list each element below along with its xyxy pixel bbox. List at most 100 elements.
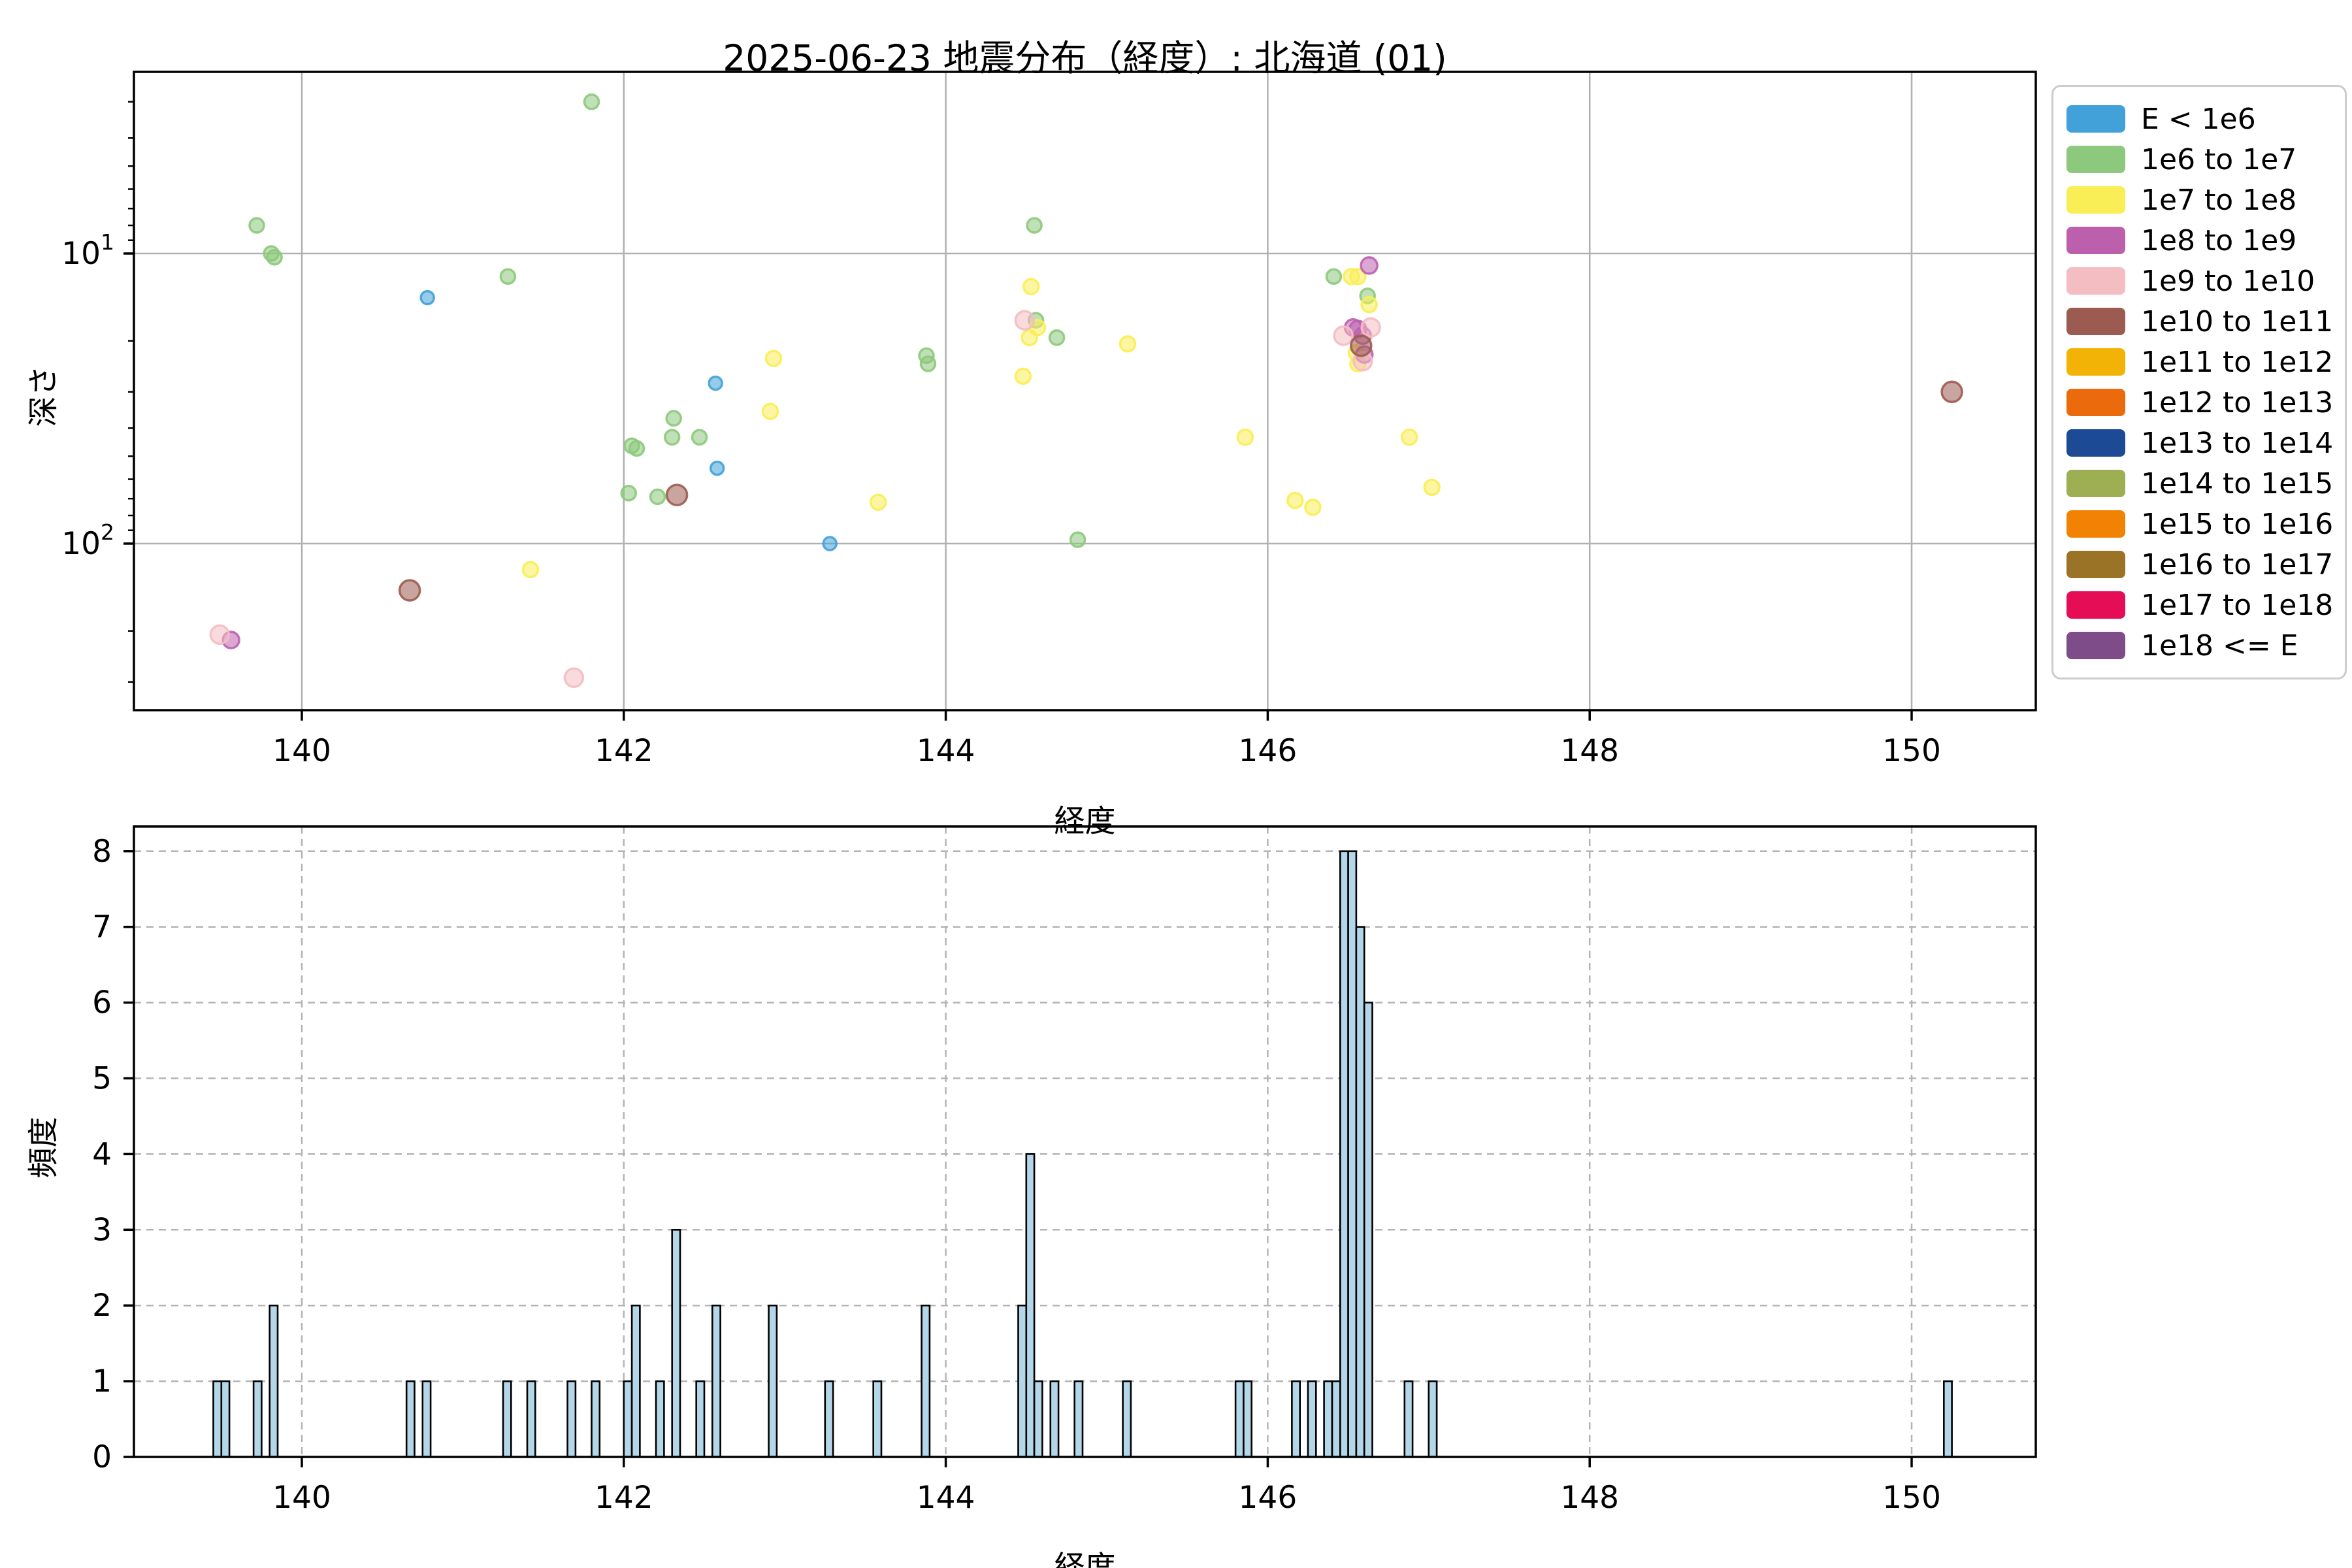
hist-bar xyxy=(526,1380,536,1458)
hist-bar xyxy=(1943,1380,1953,1458)
legend-row: E < 1e6 xyxy=(2066,99,2332,139)
scatter-plot: 140 142 144 146 148 150 101 102 xyxy=(61,71,2037,769)
histogram-plot: 140 142 144 146 148 150 0 1 2 3 4 5 6 7 8 xyxy=(92,825,2037,1516)
legend-label: 1e9 to 1e10 xyxy=(2141,264,2315,298)
hist-bar xyxy=(502,1380,512,1458)
legend-swatch xyxy=(2066,348,2125,376)
scatter-point xyxy=(709,460,725,476)
legend-row: 1e9 to 1e10 xyxy=(2066,261,2332,301)
scatter-point xyxy=(1286,491,1304,510)
scatter-point xyxy=(1119,335,1137,353)
legend-label: 1e6 to 1e7 xyxy=(2141,142,2297,176)
x-tick-label: 150 xyxy=(1882,733,1941,769)
scatter-point xyxy=(665,483,689,506)
scatter-point xyxy=(1333,325,1354,346)
legend-row: 1e7 to 1e8 xyxy=(2066,180,2332,220)
hist-bar xyxy=(1339,850,1349,1458)
legend-row: 1e17 to 1e18 xyxy=(2066,585,2333,625)
legend-row: 1e13 to 1e14 xyxy=(2066,423,2334,463)
legend-swatch xyxy=(2066,186,2125,214)
x-tick-label: 142 xyxy=(595,1480,653,1516)
legend-label: 1e11 to 1e12 xyxy=(2141,345,2334,379)
series-1e10-to-1e11 xyxy=(398,334,1963,602)
legend-label: 1e14 to 1e15 xyxy=(2141,466,2334,500)
scatter-point xyxy=(1048,329,1066,346)
legend-swatch xyxy=(2066,591,2125,619)
x-tick-label: 148 xyxy=(1560,1480,1619,1516)
scatter-point xyxy=(663,429,681,446)
legend-label: E < 1e6 xyxy=(2141,102,2256,136)
scatter-point xyxy=(1360,295,1378,314)
legend-swatch xyxy=(2066,308,2125,335)
legend-row: 1e15 to 1e16 xyxy=(2066,504,2333,544)
hist-bar xyxy=(405,1380,416,1458)
hist-bar xyxy=(711,1304,721,1458)
scatter-point xyxy=(764,350,783,367)
legend-swatch xyxy=(2066,429,2125,457)
scatter-point xyxy=(1014,367,1032,385)
hist-bar xyxy=(1017,1304,1028,1458)
hist-bar xyxy=(1049,1380,1060,1458)
scatter-point xyxy=(398,579,421,602)
scatter-point xyxy=(266,248,283,266)
y-tick-label: 2 xyxy=(92,1288,112,1324)
scatter-point xyxy=(822,536,838,551)
scatter-y-axis-label: 深さ xyxy=(25,365,62,427)
hist-bar xyxy=(1331,1380,1341,1458)
figure-title: 2025-06-23 地震分布（経度）: 北海道 (01) xyxy=(723,37,1447,79)
x-tick-label: 142 xyxy=(595,733,653,769)
scatter-point xyxy=(1349,267,1367,286)
hist-bar xyxy=(921,1304,931,1458)
hist-bar xyxy=(1428,1380,1438,1458)
scatter-point xyxy=(1360,256,1379,275)
y-tick-label: 7 xyxy=(92,909,112,945)
hist-bar xyxy=(269,1304,279,1458)
scatter-point xyxy=(499,268,517,285)
legend-label: 1e13 to 1e14 xyxy=(2141,426,2334,460)
scatter-point xyxy=(919,355,937,372)
scatter-point xyxy=(1236,429,1254,446)
scatter-x-axis-label: 経度 xyxy=(1054,804,1116,840)
y-tick-label: 5 xyxy=(92,1061,112,1097)
x-tick-label: 140 xyxy=(272,733,331,769)
hist-bar xyxy=(1323,1380,1333,1458)
legend-row: 1e12 to 1e13 xyxy=(2066,382,2333,423)
scatter-point xyxy=(1423,478,1441,497)
scatter-point xyxy=(691,429,708,446)
hist-bar xyxy=(1243,1380,1253,1458)
x-tick-label: 146 xyxy=(1239,1480,1298,1516)
legend-row: 1e14 to 1e15 xyxy=(2066,463,2334,504)
hist-bar xyxy=(1122,1380,1132,1458)
scatter-point xyxy=(1069,531,1086,548)
scatter-point xyxy=(761,402,779,420)
legend: E < 1e6 1e6 to 1e7 1e7 to 1e8 1e8 to 1e9 1e9… xyxy=(2051,85,2347,679)
legend-swatch xyxy=(2066,267,2125,295)
hist-bar xyxy=(623,1380,633,1458)
legend-row: 1e6 to 1e7 xyxy=(2066,139,2332,180)
legend-label: 1e7 to 1e8 xyxy=(2141,183,2297,217)
legend-swatch xyxy=(2066,551,2125,578)
scatter-point xyxy=(563,667,585,689)
hist-y-axis-label: 頻度 xyxy=(25,1117,62,1179)
hist-bar xyxy=(252,1380,263,1458)
legend-swatch xyxy=(2066,105,2125,133)
scatter-point xyxy=(620,485,637,502)
legend-row: 1e8 to 1e9 xyxy=(2066,220,2332,261)
legend-swatch xyxy=(2066,389,2125,416)
scatter-point xyxy=(628,440,645,457)
scatter-point xyxy=(1400,429,1418,446)
scatter-point xyxy=(419,289,435,306)
legend-swatch xyxy=(2066,510,2125,538)
hist-bar xyxy=(768,1304,778,1458)
legend-label: 1e16 to 1e17 xyxy=(2141,547,2334,581)
hist-bar xyxy=(591,1380,601,1458)
series-1e9-to-1e10 xyxy=(209,310,1381,689)
scatter-point xyxy=(665,410,682,427)
y-tick-label: 0 xyxy=(92,1439,112,1475)
legend-label: 1e10 to 1e11 xyxy=(2141,304,2334,338)
hist-bar xyxy=(1347,850,1358,1458)
hist-bar xyxy=(566,1380,577,1458)
scatter-point xyxy=(1014,310,1036,331)
scatter-point xyxy=(1021,329,1038,347)
legend-row: 1e11 to 1e12 xyxy=(2066,342,2334,382)
